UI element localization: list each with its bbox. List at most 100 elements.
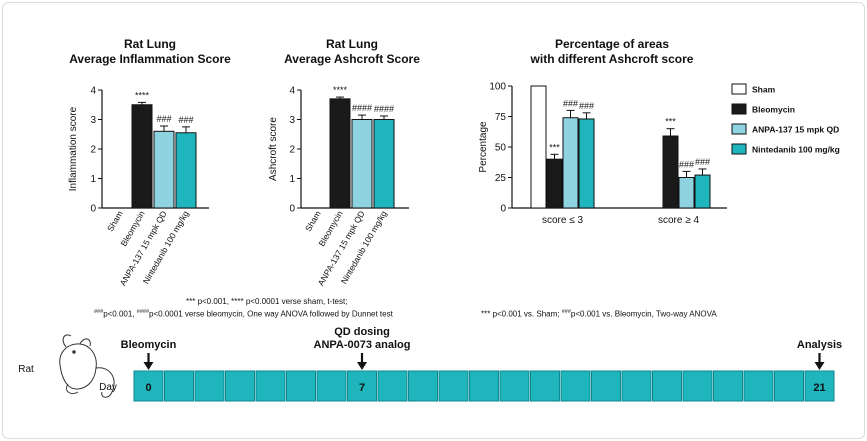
- chart3-significance-label: ###: [695, 157, 710, 167]
- chart3-y-tick-label: 50: [495, 143, 507, 154]
- chart3-significance-label: ***: [665, 117, 676, 127]
- timeline-day-cell: [194, 370, 225, 402]
- chart1-category-label: Sham: [105, 209, 125, 233]
- chart3-bar: [678, 177, 695, 209]
- timeline-event-label: Analysis: [797, 339, 842, 351]
- stats-note-left-line2: ###p<0.001, ####p<0.0001 verse bleomycin…: [94, 309, 393, 319]
- chart3-y-tick-label: 100: [489, 82, 506, 93]
- chart3-legend-swatch: [731, 103, 747, 115]
- timeline-day-cell: [225, 370, 255, 402]
- chart3-legend-label: Sham: [752, 85, 776, 95]
- chart1-bar: [131, 104, 153, 209]
- chart3-category-label: score ≥ 4: [658, 215, 699, 226]
- chart1-bar: [153, 130, 175, 209]
- timeline-day-cell: [377, 370, 408, 402]
- timeline-day-cell: [713, 370, 743, 402]
- chart3-significance-label: ###: [563, 98, 578, 108]
- chart3-bar: [578, 118, 595, 209]
- chart1-y-tick-label: 3: [90, 115, 96, 126]
- chart1-y-label: Inflammation score: [68, 106, 79, 191]
- timeline-day-cell: [408, 370, 438, 402]
- chart3-bar: [662, 135, 679, 209]
- chart1-significance-label: ###: [178, 115, 193, 125]
- timeline-day-cell: [499, 370, 530, 402]
- chart3-legend-label: Nintedanib 100 mg/kg: [752, 145, 840, 155]
- timeline-day-cell: [530, 370, 560, 402]
- chart3-y-tick-label: 25: [495, 173, 507, 184]
- chart1-significance-label: ###: [156, 114, 171, 124]
- chart3-bar: [562, 117, 579, 209]
- timeline-day-label: 7: [359, 382, 365, 394]
- chart1-title-line1: Rat Lung: [124, 37, 176, 51]
- timeline-axis-label: Day: [99, 382, 117, 393]
- chart3-legend-swatch: [731, 123, 747, 135]
- stats-note-right: *** p<0.001 vs. Sham; ###p<0.001 vs. Ble…: [481, 309, 717, 319]
- timeline-day-cell: [591, 370, 621, 402]
- chart2-title-line2: Average Ashcroft Score: [284, 52, 420, 66]
- chart1-y-tick-label: 0: [90, 204, 96, 215]
- timeline-day-cell: [316, 370, 347, 402]
- species-label: Rat: [18, 364, 34, 375]
- timeline-event-arrow-head: [814, 362, 825, 370]
- chart2-bar: [351, 119, 373, 209]
- chart3-title-line2: with different Ashcroft score: [530, 52, 694, 66]
- chart2-y-tick-label: 2: [289, 145, 295, 156]
- chart1-y-tick-label: 4: [90, 86, 96, 97]
- chart3-legend-swatch: [731, 143, 747, 155]
- chart3-y-tick-label: 75: [495, 112, 507, 123]
- chart3-legend-label: ANPA-137 15 mpk QD: [752, 125, 839, 135]
- chart1-y-tick-label: 2: [90, 145, 96, 156]
- timeline-day-label: 0: [145, 382, 151, 394]
- timeline-event-label: Bleomycin: [121, 339, 177, 351]
- chart3-legend-swatch: [731, 83, 747, 95]
- timeline-day-cell: [438, 370, 469, 402]
- chart3-legend-label: Bleomycin: [752, 105, 795, 115]
- chart1-bar: [175, 132, 197, 209]
- chart1-title-line2: Average Inflammation Score: [69, 52, 231, 66]
- chart2-y-label: Ashcroft score: [268, 117, 279, 181]
- timeline-day-cell: [743, 370, 774, 402]
- chart1-significance-label: ****: [135, 90, 150, 100]
- timeline-day-cell: [347, 370, 377, 402]
- timeline-day-cell: [255, 370, 286, 402]
- chart2-category-label: Sham: [303, 209, 323, 233]
- timeline-event-label: ANPA-0073 analog: [314, 339, 411, 351]
- timeline-day-cell: [133, 370, 164, 402]
- chart3-bar: [546, 158, 563, 209]
- chart2-bar: [329, 98, 351, 209]
- timeline-day-cell: [621, 370, 652, 402]
- chart3-significance-label: ***: [549, 142, 560, 152]
- chart3-y-tick-label: 0: [500, 204, 506, 215]
- timeline-day-label: 21: [813, 382, 825, 394]
- timeline-day-cell: [804, 370, 835, 402]
- chart2-bar: [373, 119, 395, 209]
- chart3-category-label: score ≤ 3: [542, 215, 583, 226]
- rat-icon: [59, 334, 115, 398]
- timeline-day-cell: [469, 370, 499, 402]
- timeline-day-cell: [286, 370, 316, 402]
- timeline-day-cell: [164, 370, 194, 402]
- timeline-day-cell: [682, 370, 713, 402]
- chart3-significance-label: ###: [679, 159, 694, 169]
- chart3-y-label: Percentage: [478, 121, 489, 173]
- chart1-y-tick-label: 1: [90, 174, 96, 185]
- chart2-significance-label: ####: [352, 103, 372, 113]
- chart2-y-tick-label: 3: [289, 115, 295, 126]
- chart3-bar: [694, 174, 711, 209]
- chart3-bar: [530, 85, 547, 209]
- chart2-significance-label: ####: [374, 104, 394, 114]
- chart2-significance-label: ****: [333, 85, 348, 95]
- timeline-day-cell: [560, 370, 591, 402]
- timeline-event-arrow-head: [357, 362, 367, 370]
- timeline-event-label: QD dosing: [334, 326, 390, 338]
- stats-note-left-line1: *** p<0.001, **** p<0.0001 verse sham, t…: [186, 297, 348, 306]
- timeline-event-arrow-head: [143, 362, 154, 370]
- chart2-title-line1: Rat Lung: [326, 37, 378, 51]
- chart2-y-tick-label: 4: [289, 86, 295, 97]
- chart3-significance-label: ###: [579, 101, 594, 111]
- chart3-title-line1: Percentage of areas: [555, 37, 669, 51]
- timeline-day-cell: [774, 370, 804, 402]
- timeline-day-cell: [652, 370, 682, 402]
